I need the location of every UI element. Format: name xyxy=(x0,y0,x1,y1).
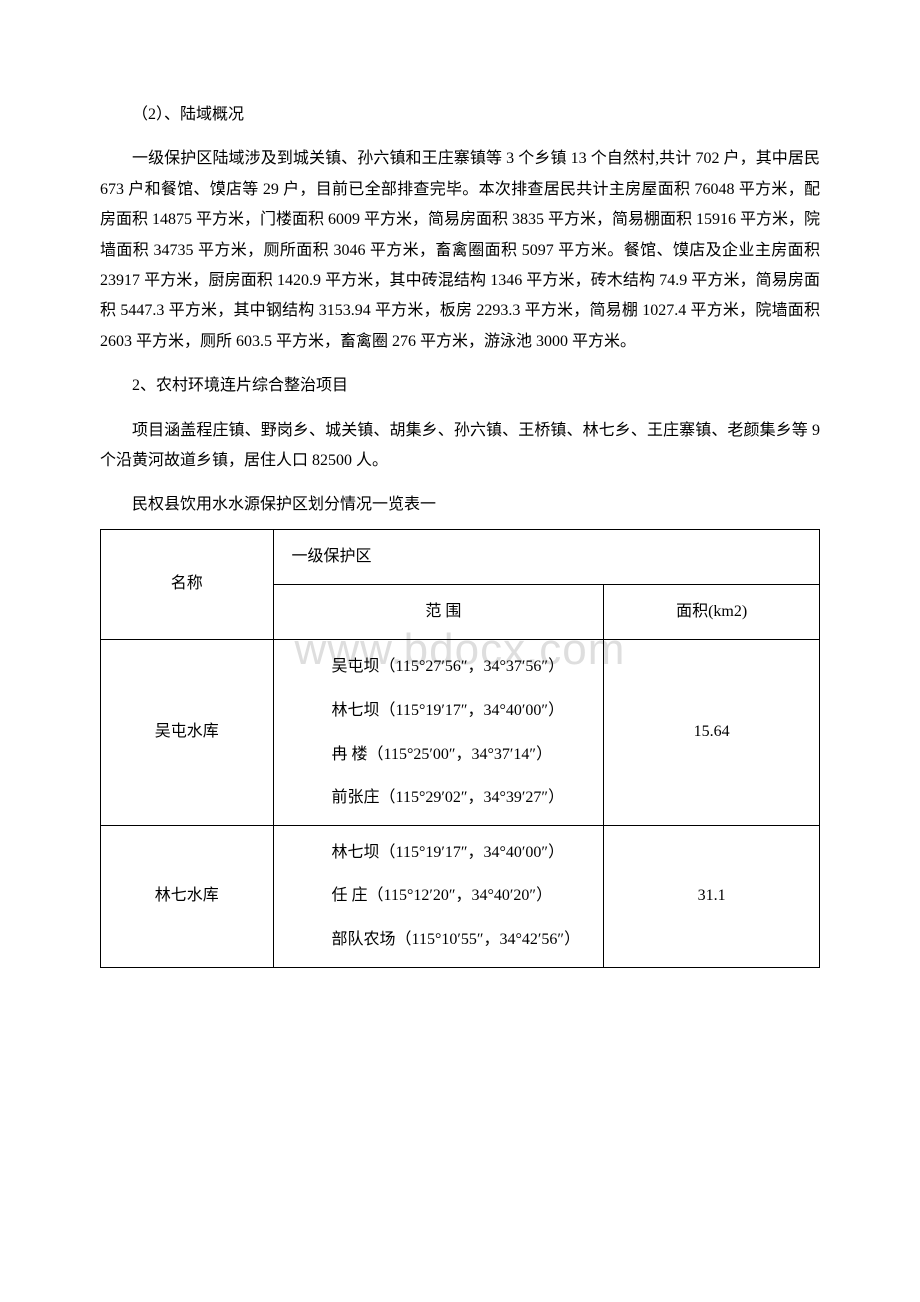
header-area: 面积(km2) xyxy=(604,585,820,640)
range-item: 吴屯坝（115°27′56″，34°37′56″） xyxy=(292,652,596,682)
table-header-row-1: 名称 一级保护区 xyxy=(101,529,820,584)
document-content: （2）、陆域概况 一级保护区陆域涉及到城关镇、孙六镇和王庄寨镇等 3 个乡镇 1… xyxy=(100,100,820,968)
row-0-area: 15.64 xyxy=(604,640,820,825)
range-item: 林七坝（115°19′17″，34°40′00″） xyxy=(292,696,596,726)
row-1-name: 林七水库 xyxy=(101,825,274,967)
header-range: 范 围 xyxy=(273,585,604,640)
range-item: 冉 楼（115°25′00″，34°37′14″） xyxy=(292,740,596,770)
section-1-paragraph: 一级保护区陆域涉及到城关镇、孙六镇和王庄寨镇等 3 个乡镇 13 个自然村,共计… xyxy=(100,144,820,357)
row-0-name: 吴屯水库 xyxy=(101,640,274,825)
range-item: 任 庄（115°12′20″，34°40′20″） xyxy=(292,881,596,911)
header-name: 名称 xyxy=(101,529,274,640)
row-0-range: 吴屯坝（115°27′56″，34°37′56″） 林七坝（115°19′17″… xyxy=(273,640,604,825)
range-item: 林七坝（115°19′17″，34°40′00″） xyxy=(292,838,596,868)
section-2-paragraph: 项目涵盖程庄镇、野岗乡、城关镇、胡集乡、孙六镇、王桥镇、林七乡、王庄寨镇、老颜集… xyxy=(100,416,820,477)
range-item: 前张庄（115°29′02″，34°39′27″） xyxy=(292,783,596,813)
protection-zone-table: 名称 一级保护区 范 围 面积(km2) 吴屯水库 吴屯坝（115°27′56″… xyxy=(100,529,820,968)
range-item: 部队农场（115°10′55″，34°42′56″） xyxy=(292,925,596,955)
table-title: 民权县饮用水水源保护区划分情况一览表一 xyxy=(100,490,820,520)
row-1-area: 31.1 xyxy=(604,825,820,967)
section-2-heading: 2、农村环境连片综合整治项目 xyxy=(100,371,820,401)
table-row: 吴屯水库 吴屯坝（115°27′56″，34°37′56″） 林七坝（115°1… xyxy=(101,640,820,825)
table-row: 林七水库 林七坝（115°19′17″，34°40′00″） 任 庄（115°1… xyxy=(101,825,820,967)
header-level1: 一级保护区 xyxy=(273,529,819,584)
section-1-heading: （2）、陆域概况 xyxy=(100,100,820,130)
row-1-range: 林七坝（115°19′17″，34°40′00″） 任 庄（115°12′20″… xyxy=(273,825,604,967)
